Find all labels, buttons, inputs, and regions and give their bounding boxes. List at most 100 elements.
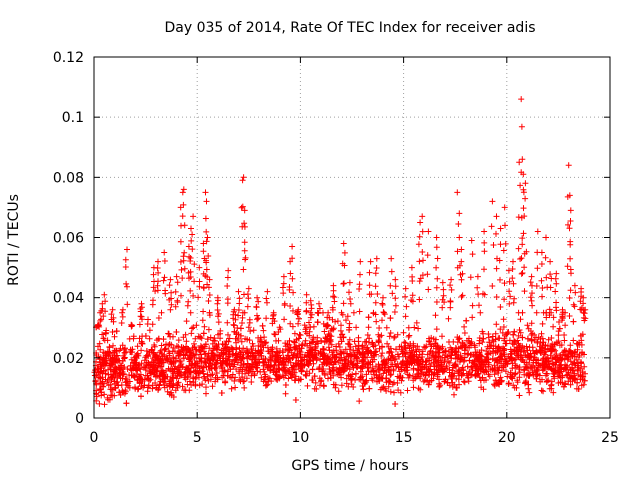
data-point <box>136 380 143 387</box>
data-point-peak <box>316 300 322 307</box>
data-point <box>374 291 381 297</box>
data-point <box>224 361 231 368</box>
data-point <box>565 378 572 385</box>
data-point <box>454 248 461 255</box>
data-point <box>507 293 514 300</box>
data-point <box>581 377 588 384</box>
data-point <box>388 363 394 370</box>
data-point-peak <box>582 306 589 313</box>
data-point <box>225 331 231 338</box>
data-point <box>225 348 232 355</box>
data-point <box>528 332 535 338</box>
data-point <box>157 357 164 364</box>
data-point-peak <box>474 273 481 280</box>
data-point <box>232 384 239 391</box>
data-point <box>359 345 366 352</box>
data-point <box>166 282 173 289</box>
data-point <box>410 342 417 349</box>
data-point <box>336 354 343 361</box>
data-point <box>122 256 129 263</box>
data-point <box>191 344 198 350</box>
data-point <box>201 359 208 366</box>
data-point <box>512 370 519 377</box>
data-point <box>419 366 426 373</box>
data-point <box>224 344 231 351</box>
data-point <box>467 274 474 281</box>
data-point <box>181 222 188 229</box>
data-point <box>500 324 507 330</box>
data-point <box>518 123 525 130</box>
data-point <box>453 345 460 352</box>
data-point <box>191 340 197 347</box>
data-point <box>544 378 550 385</box>
data-point <box>323 323 330 330</box>
data-point-peak <box>155 258 161 265</box>
data-point <box>137 366 144 373</box>
data-point <box>506 300 513 307</box>
data-point <box>473 355 480 362</box>
data-point <box>469 314 476 321</box>
data-point <box>320 346 327 352</box>
data-point <box>416 233 423 240</box>
data-point-peak <box>367 258 374 265</box>
data-point <box>434 373 441 380</box>
data-point <box>134 343 141 350</box>
data-point <box>539 320 546 327</box>
data-point <box>261 371 268 378</box>
data-point <box>548 348 555 355</box>
data-point <box>363 338 370 345</box>
data-point <box>100 383 107 390</box>
data-point <box>534 265 541 272</box>
data-point <box>167 333 174 340</box>
data-point <box>567 342 574 349</box>
data-point <box>160 379 167 386</box>
data-point <box>391 309 398 315</box>
data-point <box>448 355 455 362</box>
data-point <box>387 345 394 352</box>
data-point <box>497 304 504 310</box>
data-point-peak <box>516 159 523 166</box>
data-point <box>428 343 435 350</box>
data-point <box>579 369 586 376</box>
data-point <box>522 195 529 202</box>
data-point <box>197 334 204 341</box>
data-point <box>562 322 569 329</box>
data-point <box>100 349 107 356</box>
data-point-peak <box>501 204 508 211</box>
data-point <box>474 284 481 291</box>
data-point <box>574 379 581 386</box>
data-point <box>501 280 508 287</box>
data-point <box>102 329 109 336</box>
data-point <box>349 361 356 368</box>
data-point <box>398 366 405 373</box>
data-point <box>276 324 283 331</box>
data-point <box>450 362 457 369</box>
data-point <box>493 230 499 237</box>
data-point <box>497 374 504 381</box>
data-point <box>578 382 585 389</box>
data-point <box>240 361 247 367</box>
data-point <box>565 221 571 228</box>
data-point <box>497 276 503 283</box>
data-point <box>421 377 428 384</box>
data-point <box>472 349 479 356</box>
data-point <box>375 338 382 345</box>
data-point <box>168 389 175 396</box>
data-point <box>518 356 525 363</box>
data-point <box>492 330 499 337</box>
data-point <box>277 355 284 362</box>
data-point <box>341 280 347 287</box>
data-point <box>96 356 103 363</box>
data-point <box>268 378 275 385</box>
data-point <box>320 347 327 353</box>
data-point <box>121 354 128 361</box>
data-point <box>501 335 508 342</box>
data-point-peak <box>380 294 386 301</box>
data-point <box>254 316 260 323</box>
data-point <box>456 381 462 388</box>
data-point <box>245 295 252 302</box>
data-point <box>373 368 380 375</box>
data-point <box>291 338 297 345</box>
data-point <box>506 288 513 295</box>
data-point <box>160 277 167 284</box>
